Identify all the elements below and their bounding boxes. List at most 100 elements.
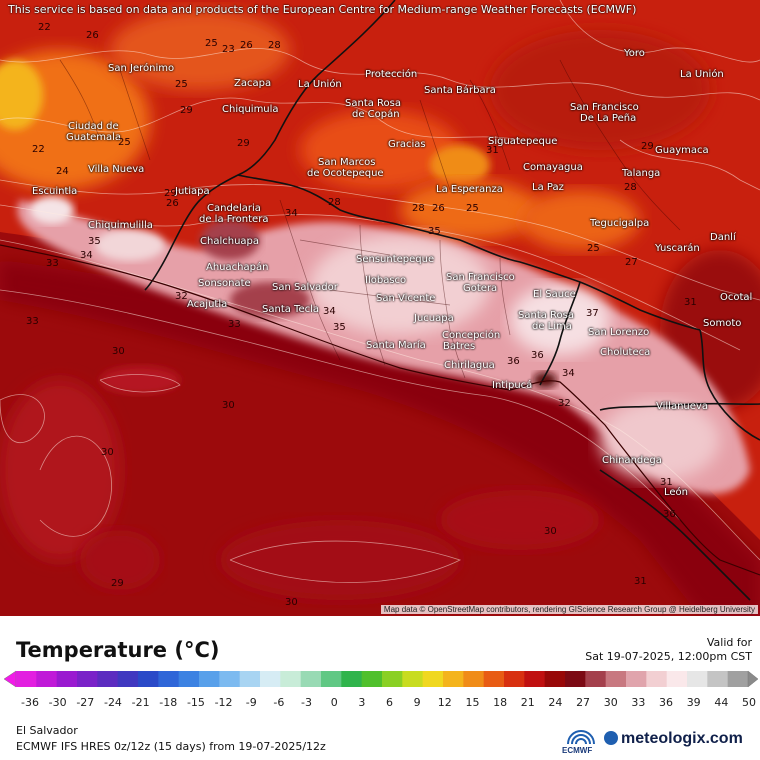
color-scale-ticks: -36 -30 -27 -24 -21 -18 -15 -12 -9 -6 -3 0 3 6 9 12 15 18… [0,696,760,710]
temperature-value: 22 [32,144,45,155]
place-label: Guaymaca [655,145,709,156]
brand-name: meteologix.com [621,730,743,747]
temperature-value: 37 [586,308,599,319]
place-name: Comayagua [523,162,583,173]
place-label: Intipucá [492,380,532,391]
place-name: Santa Rosa [518,310,574,321]
scale-swatch [321,671,342,687]
place-name: San Jerónimo [108,63,175,74]
admin-borders [59,59,681,379]
temperature-value: 30 [101,447,114,458]
temperature-value: 26 [432,203,445,214]
place-name: Chalchuapa [200,236,260,247]
scale-tick: -36 [21,696,39,709]
scale-tick: 12 [437,696,452,709]
meteologix-logo[interactable]: meteologix.com [604,730,743,748]
place-name: El Sauce [533,289,576,300]
place-name: La Unión [680,69,724,80]
place-label: Chiquimula [222,104,279,115]
place-name: San Salvador [272,282,338,293]
place-name: Acajutla [187,299,228,310]
scale-tick: 36 [659,696,674,709]
place-label: Acajutla [187,299,227,310]
temperature-value: 35 [428,226,441,237]
place-label: Gracias [388,139,426,150]
map-attribution[interactable]: Map data © OpenStreetMap contributors, r… [380,605,758,614]
scale-swatch [138,671,159,687]
place-name: La Unión [298,79,342,90]
scale-swatch [565,671,586,687]
scale-swatch [117,671,139,687]
place-name: Ocotal [720,292,753,303]
place-name: San Marcos [318,157,376,168]
temperature-value: 29 [641,141,654,152]
place-name: Siguatepeque [488,136,558,147]
place-label: Batres [443,341,475,352]
scale-swatch [178,671,200,687]
isotherm-contours [0,0,760,583]
place-name: Batres [443,341,476,352]
legend-panel: Temperature (°C) Valid for Sat 19-07-202… [0,616,760,760]
hot-lowlands [17,200,751,494]
place-name: Ilobasco [365,275,407,286]
temperature-value: 33 [26,316,39,327]
place-label: San Vicente [376,293,435,304]
place-name: Sensuntepeque [356,254,435,265]
temperature-map[interactable]: This service is based on data and produc… [0,0,760,616]
scale-tick: 30 [603,696,618,709]
place-label: Chinandega [602,455,662,466]
scale-swatch [239,671,261,687]
scale-tick: 44 [714,696,729,709]
scale-swatch [483,671,505,687]
temperature-value: 25 [175,79,188,90]
temperature-value: 26 [166,198,179,209]
scale-swatch [219,671,241,687]
place-label: Villa Nueva [88,164,144,175]
scale-swatch [341,671,363,687]
meteologix-icon [604,731,618,745]
place-name: Chiquimula [222,104,279,115]
temperature-value: 33 [46,258,59,269]
place-name: Intipucá [492,380,533,391]
scale-arrow-low [4,670,17,688]
scale-swatch [626,671,647,687]
scale-tick: 27 [576,696,591,709]
temperature-value: 31 [660,477,673,488]
temperature-value: 28 [328,197,341,208]
place-label: Ilobasco [365,275,406,286]
place-label: Siguatepeque [488,136,557,147]
place-name: Yuscarán [655,243,700,254]
scale-tick: 9 [413,696,421,709]
place-name: Chiquimulilla [88,220,153,231]
scale-swatch [300,671,322,687]
temperature-value: 30 [112,346,125,357]
scale-tick: -27 [76,696,95,709]
place-label: Sensuntepeque [356,254,434,265]
scale-tick: 18 [493,696,508,709]
place-name: Chirilagua [444,360,495,371]
scale-swatch [158,671,180,687]
place-label: Yoro [624,48,645,59]
temperature-value: 26 [240,40,253,51]
place-label: Jucuapa [414,313,454,324]
place-label: Sonsonate [198,278,251,289]
temperature-value: 29 [180,105,193,116]
temperature-value: 33 [228,319,241,330]
place-name: Candelaria [207,203,261,214]
place-label: La Paz [532,182,564,193]
scale-arrow-high [747,670,759,688]
place-name: Choluteca [600,347,651,358]
place-name: La Paz [532,182,564,193]
scale-swatch [361,671,383,687]
place-name: De La Peña [580,113,637,124]
scale-tick: 33 [631,696,646,709]
temperature-value: 23 [222,44,235,55]
place-name: Santa Bárbara [424,85,496,96]
temperature-value: 34 [323,306,336,317]
scale-swatch [605,671,627,687]
place-name: Jucuapa [414,313,454,324]
place-label: Candelaria [207,203,261,214]
scale-swatch [666,671,688,687]
temperature-value: 28 [412,203,425,214]
place-label: Concepción [442,330,500,341]
